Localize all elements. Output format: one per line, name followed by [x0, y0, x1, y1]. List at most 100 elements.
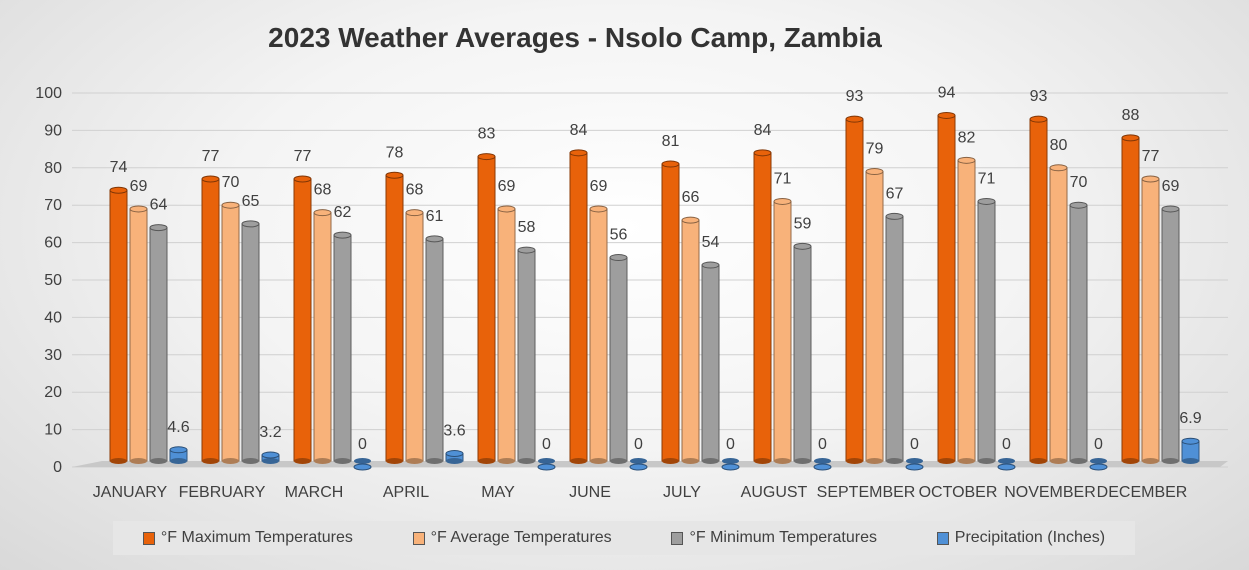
bar-base — [1142, 458, 1159, 464]
bar-base — [1122, 458, 1139, 464]
data-label: 77 — [202, 148, 220, 165]
data-label: 81 — [662, 133, 680, 150]
bar-base — [570, 458, 587, 464]
data-label: 69 — [498, 178, 516, 195]
legend-swatch-avg — [412, 531, 425, 545]
bar-top — [1121, 134, 1140, 142]
legend-item-min: °F Minimum Temperatures — [671, 529, 877, 547]
bar — [109, 189, 128, 462]
bar-base — [866, 458, 883, 464]
bar-top — [385, 171, 404, 179]
y-tick-label: 40 — [44, 309, 62, 326]
data-label: 61 — [426, 208, 444, 225]
y-tick-label: 70 — [44, 197, 62, 214]
bar — [1121, 137, 1140, 462]
bar-top — [661, 160, 680, 168]
data-label: 3.2 — [259, 424, 281, 441]
data-label: 94 — [938, 84, 956, 101]
legend-item-precip: Precipitation (Inches) — [936, 529, 1106, 547]
bar-top — [589, 205, 608, 213]
y-tick-label: 10 — [44, 422, 62, 439]
bar-top — [681, 216, 700, 224]
bar-base — [630, 458, 647, 464]
bar-base — [518, 458, 535, 464]
bar-top — [129, 205, 148, 213]
bar-base — [938, 458, 955, 464]
data-label: 62 — [334, 204, 352, 221]
bar — [885, 215, 904, 462]
data-label: 0 — [910, 436, 919, 453]
bar — [589, 208, 608, 462]
legend-swatch-precip — [936, 531, 949, 545]
bar — [241, 223, 260, 462]
bar-base — [202, 458, 219, 464]
data-label: 64 — [150, 197, 168, 214]
plot-area: 0102030405060708090100JANUARY7469644.6FE… — [35, 84, 1228, 501]
bar-top — [293, 175, 312, 183]
bar-top — [149, 224, 168, 232]
bar-top — [497, 205, 516, 213]
bar — [1161, 208, 1180, 462]
bar-base — [794, 458, 811, 464]
bar-base — [130, 458, 147, 464]
bar — [661, 163, 680, 462]
x-tick-label: AUGUST — [741, 484, 808, 501]
legend-label-min: °F Minimum Temperatures — [689, 529, 877, 546]
data-label: 82 — [958, 129, 976, 146]
data-label: 93 — [1030, 88, 1048, 105]
data-label: 0 — [1094, 436, 1103, 453]
data-label: 0 — [634, 436, 643, 453]
data-label: 6.9 — [1179, 410, 1201, 427]
bar-base — [978, 458, 995, 464]
bar-top — [569, 149, 588, 157]
bar-top — [609, 254, 628, 262]
bar-top — [1029, 115, 1048, 123]
bar — [609, 257, 628, 462]
data-label: 69 — [1162, 178, 1180, 195]
bar-top — [905, 463, 924, 471]
bar-base — [998, 458, 1015, 464]
bar — [957, 159, 976, 462]
bar-base — [886, 458, 903, 464]
data-label: 83 — [478, 126, 496, 143]
bar-top — [957, 156, 976, 164]
bar-top — [477, 153, 496, 161]
bar-base — [1030, 458, 1047, 464]
bar — [1049, 167, 1068, 462]
bar-top — [517, 246, 536, 254]
bar — [773, 200, 792, 462]
data-label: 59 — [794, 215, 812, 232]
bar-top — [1181, 437, 1200, 445]
data-label: 68 — [406, 182, 424, 199]
bar-top — [793, 242, 812, 250]
bar — [1029, 118, 1048, 462]
data-label: 70 — [1070, 174, 1088, 191]
bar-top — [445, 450, 464, 458]
bar-top — [333, 231, 352, 239]
bar-base — [478, 458, 495, 464]
bar-top — [425, 235, 444, 243]
bar — [977, 200, 996, 462]
bar-base — [446, 458, 463, 464]
bar-top — [405, 209, 424, 217]
bar-top — [937, 111, 956, 119]
bar — [293, 178, 312, 462]
bar-base — [170, 458, 187, 464]
legend-swatch-max — [142, 531, 155, 545]
data-label: 0 — [1002, 436, 1011, 453]
bar-base — [722, 458, 739, 464]
bar — [405, 212, 424, 462]
legend-label-precip: Precipitation (Inches) — [954, 529, 1106, 546]
bar-top — [241, 220, 260, 228]
data-label: 70 — [222, 174, 240, 191]
data-label: 65 — [242, 193, 260, 210]
bar-base — [1050, 458, 1067, 464]
bar-base — [702, 458, 719, 464]
bar-base — [354, 458, 371, 464]
bar-base — [682, 458, 699, 464]
bar-top — [353, 463, 372, 471]
bar-top — [1141, 175, 1160, 183]
x-tick-label: JANUARY — [93, 484, 168, 501]
bar-top — [1089, 463, 1108, 471]
bar-top — [813, 463, 832, 471]
